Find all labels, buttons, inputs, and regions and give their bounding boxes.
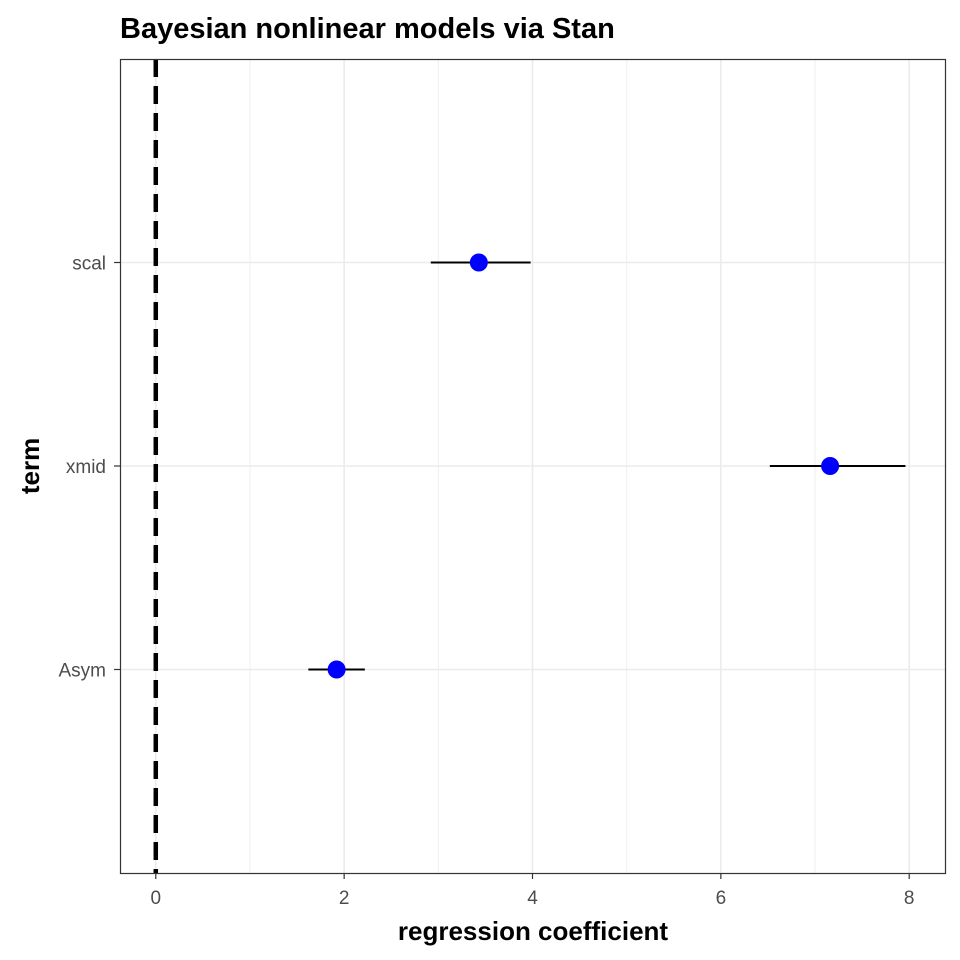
x-tick-label: 8 xyxy=(904,888,915,909)
x-tick-label: 4 xyxy=(527,888,538,909)
x-tick-label: 6 xyxy=(716,888,727,909)
point-Asym xyxy=(327,660,346,679)
x-tick-label: 2 xyxy=(339,888,350,909)
point-group xyxy=(327,253,840,679)
y-tick-label: scal xyxy=(72,254,106,275)
x-tick-label: 0 xyxy=(150,888,161,909)
chart-title: Bayesian nonlinear models via Stan xyxy=(120,13,615,45)
x-axis: 0 2 4 6 8 xyxy=(150,873,915,909)
x-axis-title: regression coefficient xyxy=(398,916,669,946)
point-xmid xyxy=(821,457,840,475)
point-scal xyxy=(469,253,488,272)
y-tick-label: xmid xyxy=(66,457,106,478)
y-tick-label: Asym xyxy=(59,661,107,682)
y-axis: Asym xmid scal xyxy=(59,254,120,682)
y-axis-title: term xyxy=(15,438,45,494)
